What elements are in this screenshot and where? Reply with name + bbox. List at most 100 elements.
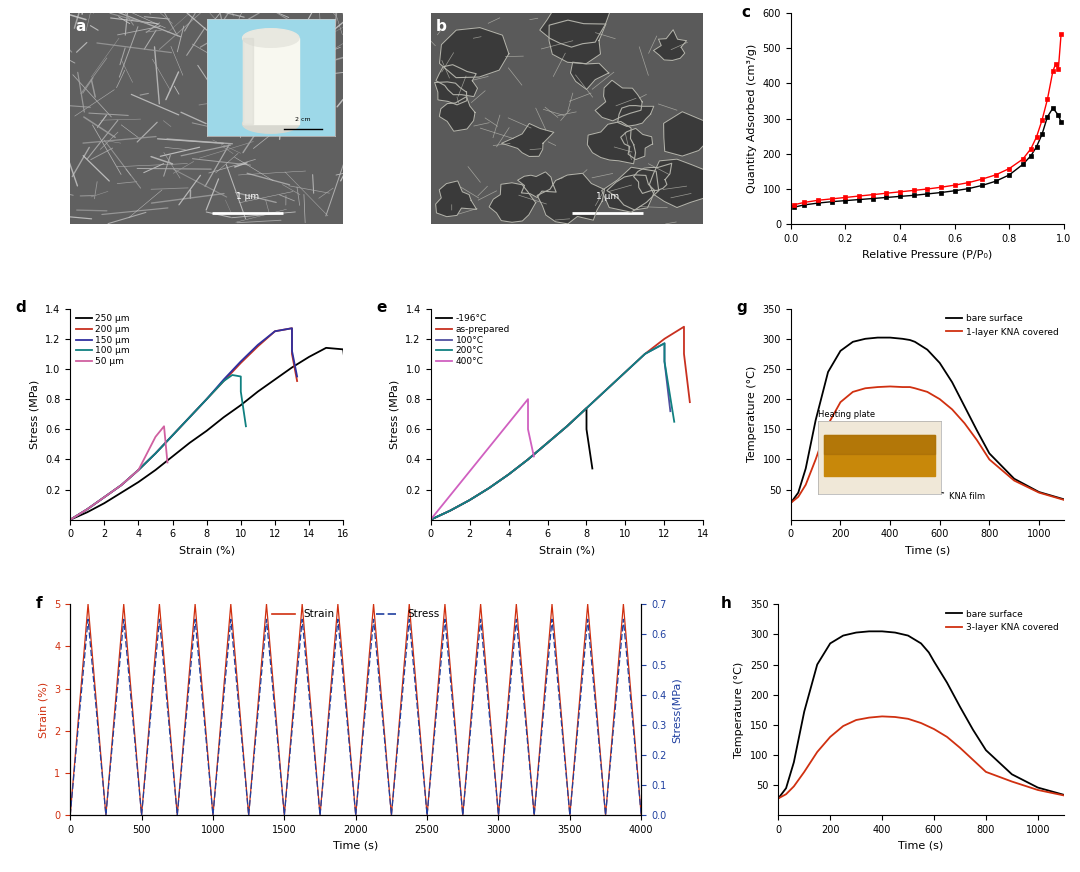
150 μm [184,412,197,422]
100 μm [234,386,247,397]
50 μm [132,465,145,475]
100°C [502,469,515,480]
-196°C [580,403,593,413]
1-layer KNA covered [946,404,959,414]
50 μm [64,514,77,525]
Polygon shape [537,174,605,224]
Y-axis label: Temperature (°C): Temperature (°C) [747,366,757,462]
Text: c: c [742,4,751,20]
200°C [483,483,496,494]
-196°C [424,514,437,525]
X-axis label: Strain (%): Strain (%) [539,545,595,555]
Text: 1 μm: 1 μm [596,192,620,201]
3-layer KNA covered [772,794,785,804]
bare surface [1031,782,1044,793]
1-layer KNA covered [958,418,971,428]
3-layer KNA covered [1057,790,1070,800]
200 μm [217,376,230,386]
Polygon shape [588,121,636,164]
Polygon shape [436,65,477,97]
-196°C [483,483,496,494]
1-layer KNA covered [784,498,797,508]
bare surface [908,337,921,347]
150 μm [200,394,213,405]
bare surface [883,332,896,343]
150 μm [234,356,247,366]
100°C [424,514,437,525]
as-prepared [502,469,515,480]
Line: 100°C: 100°C [431,344,671,520]
150 μm [132,465,145,475]
bare surface [915,638,928,649]
bare surface [928,657,941,667]
as-prepared [684,397,697,407]
250 μm [217,412,230,422]
200 μm [81,504,94,514]
X-axis label: Relative Pressure (P/P₀): Relative Pressure (P/P₀) [862,249,993,260]
250 μm [337,344,350,355]
250 μm [114,487,127,498]
50 μm [98,492,111,502]
100 μm [166,430,179,440]
200°C [502,469,515,480]
Y-axis label: Stress (MPa): Stress (MPa) [390,379,400,449]
bare surface [792,487,805,498]
3-layer KNA covered [863,712,876,723]
200 μm [285,323,298,333]
400°C [483,442,496,453]
200 μm [64,514,77,525]
1-layer KNA covered [896,382,909,392]
100 μm [234,371,247,382]
Line: 200°C: 200°C [431,344,674,520]
200 μm [98,492,111,502]
Polygon shape [649,159,707,208]
100°C [580,403,593,413]
200 μm [252,341,265,351]
bare surface [958,401,971,412]
200 μm [291,376,303,386]
1-layer KNA covered [872,382,885,392]
bare surface [809,415,822,426]
100°C [658,338,671,349]
100°C [619,367,632,378]
200°C [522,454,535,465]
bare surface [850,627,863,637]
Text: g: g [737,300,747,315]
bare surface [954,701,967,712]
bare surface [822,367,835,378]
Text: Heating plate: Heating plate [819,410,875,419]
200°C [658,356,671,366]
Legend: bare surface, 1-layer KNA covered: bare surface, 1-layer KNA covered [945,313,1059,337]
250 μm [285,362,298,372]
3-layer KNA covered [780,789,793,800]
1-layer KNA covered [1032,487,1045,498]
Polygon shape [549,20,606,64]
250 μm [200,426,213,436]
Y-axis label: Temperature (°C): Temperature (°C) [734,662,744,758]
as-prepared [599,385,612,395]
50 μm [159,439,172,450]
-196°C [522,454,535,465]
250 μm [341,386,354,397]
50 μm [114,480,127,490]
100 μm [226,370,239,380]
400°C [527,451,540,461]
bare surface [967,725,980,735]
X-axis label: Time (s): Time (s) [905,545,950,555]
1-layer KNA covered [799,480,812,490]
bare surface [980,745,993,755]
150 μm [291,371,303,382]
100 μm [132,465,145,475]
100 μm [217,376,230,386]
Line: bare surface: bare surface [791,337,1064,503]
3-layer KNA covered [787,781,800,792]
250 μm [302,351,315,362]
bare surface [863,626,876,637]
Polygon shape [602,167,659,212]
150 μm [285,345,298,356]
3-layer KNA covered [928,724,941,734]
1-layer KNA covered [921,386,934,397]
150 μm [217,374,230,385]
Polygon shape [434,82,467,105]
250 μm [149,465,162,475]
